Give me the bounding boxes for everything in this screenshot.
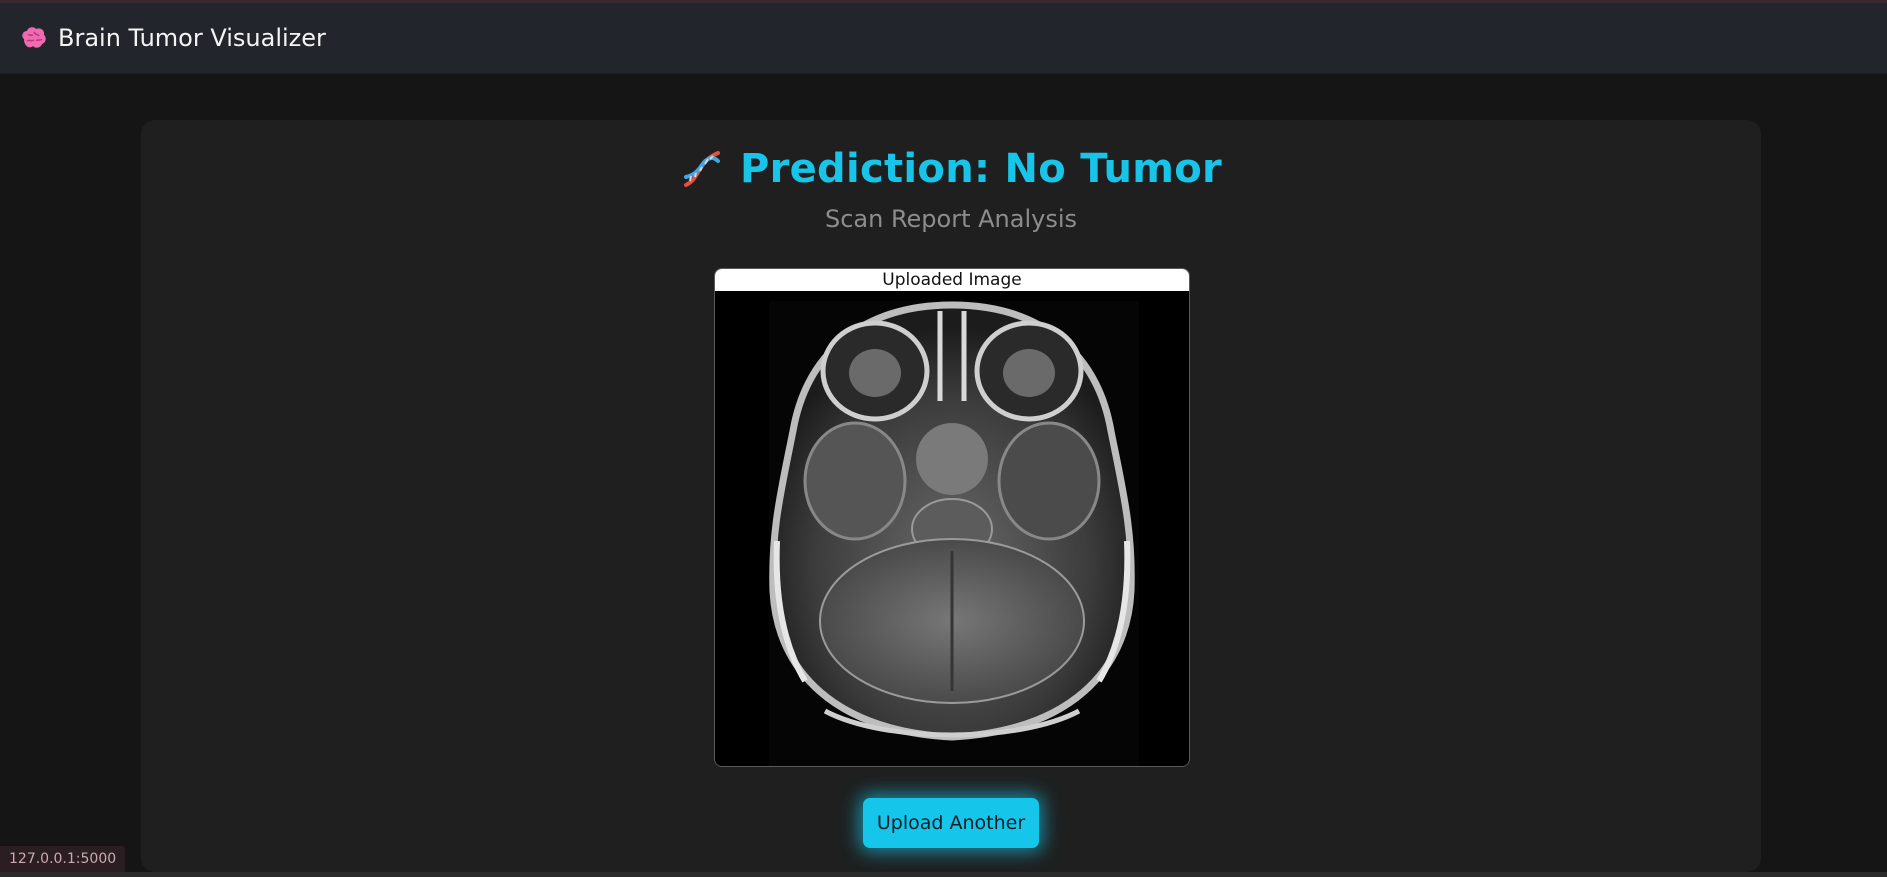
dna-icon: [683, 151, 720, 187]
uploaded-image-caption: Uploaded Image: [715, 269, 1189, 291]
prediction-title: Prediction: No Tumor: [739, 146, 1223, 192]
status-bar-url: 127.0.0.1:5000: [0, 846, 126, 872]
report-subtitle: Scan Report Analysis: [824, 205, 1078, 233]
navbar: Brain Tumor Visualizer: [0, 3, 1887, 74]
mri-scan-image: [715, 291, 1189, 766]
brand-link[interactable]: Brain Tumor Visualizer: [18, 23, 326, 53]
prediction-heading: Prediction: No Tumor: [141, 146, 1761, 192]
brain-icon: [22, 27, 46, 48]
result-card: Prediction: No Tumor Scan Report Analysi…: [141, 120, 1761, 872]
window-top-edge: [0, 0, 1887, 3]
uploaded-image-frame: Uploaded Image: [714, 268, 1190, 767]
upload-another-button[interactable]: Upload Another: [863, 798, 1039, 848]
window-bottom-edge: [0, 872, 1887, 877]
brand-title: Brain Tumor Visualizer: [58, 24, 326, 52]
